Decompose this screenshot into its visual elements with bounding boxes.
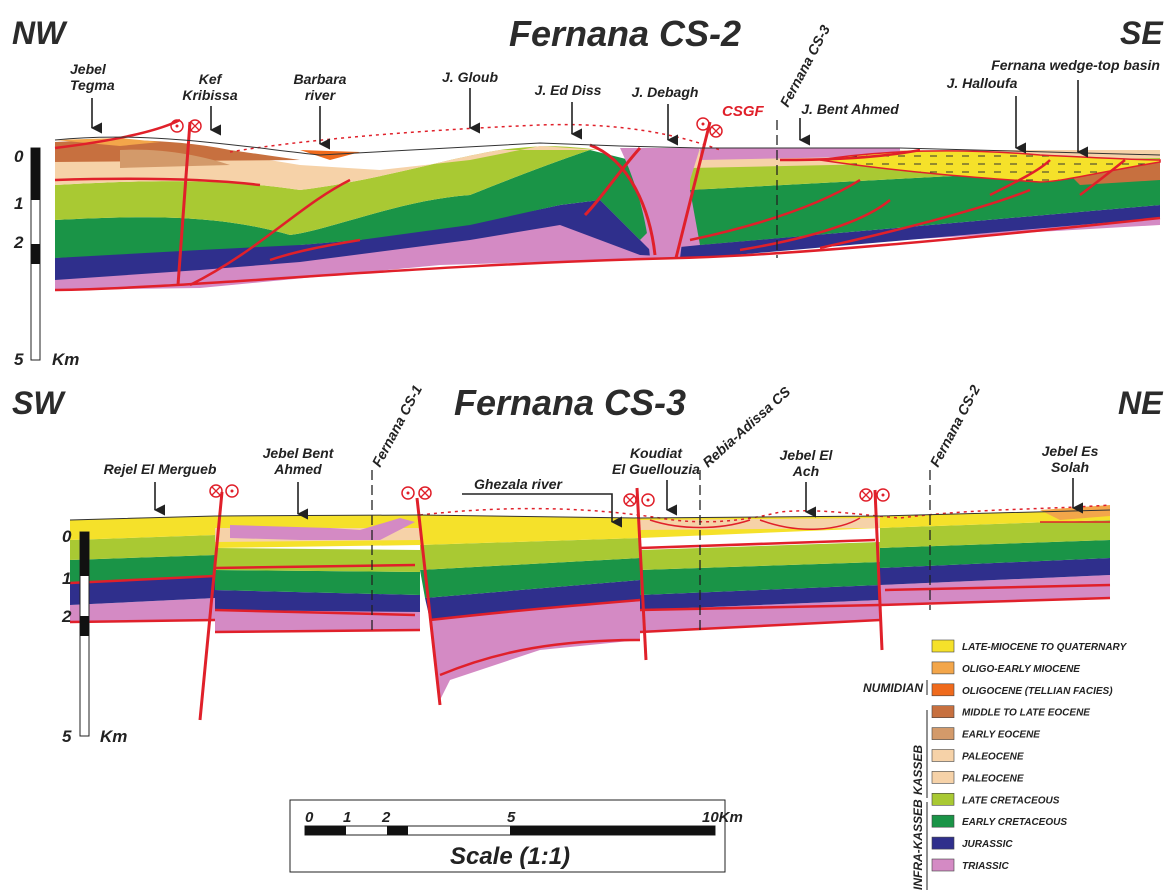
direction-sw: SW	[12, 385, 66, 421]
label-rejel-el-mergueb: Rejel El Mergueb	[104, 461, 217, 477]
cs3-faults	[69, 470, 1111, 721]
legend-label: LATE-MIOCENE TO QUATERNARY	[962, 642, 1128, 653]
cs3-depth-scale: 0 1 2 5 Km	[61, 527, 127, 746]
cs3-jurassic	[70, 576, 215, 605]
legend-label: JURASSIC	[962, 839, 1013, 850]
scale-tick-5: 5	[507, 809, 516, 826]
label-kef-kribissa-2: Kribissa	[182, 87, 237, 103]
cs3-late-cretaceous	[70, 535, 215, 560]
legend-label: OLIGO-EARLY MIOCENE	[962, 664, 1080, 675]
legend-label: LATE CRETACEOUS	[962, 795, 1060, 806]
legend-label: OLIGOCENE (TELLIAN FACIES)	[962, 686, 1113, 697]
label-fernana-cs1: Fernana CS-1	[369, 382, 426, 469]
legend: NUMIDIAN KASSEB INFRA-KASSEB LATE-MIOCEN…	[863, 639, 1128, 890]
legend-swatch	[931, 639, 955, 653]
section-cs2: NW Fernana CS-2 SE	[12, 13, 1164, 369]
cs2-faults	[54, 118, 1161, 292]
legend-group-infra-kasseb: INFRA-KASSEB	[911, 799, 925, 890]
legend-swatch	[931, 836, 955, 850]
scale-caption: Scale (1:1)	[450, 843, 570, 870]
section-title-cs2: Fernana CS-2	[509, 13, 741, 54]
fault-dot-symbol	[170, 119, 184, 133]
direction-se: SE	[1120, 15, 1164, 51]
label-j-debagh: J. Debagh	[632, 84, 699, 100]
legend-swatch	[931, 749, 955, 762]
legend-swatch	[931, 683, 955, 697]
cs2-early-cretaceous-east	[690, 165, 1160, 245]
legend-group-kasseb: KASSEB	[911, 745, 925, 795]
section-title-cs3: Fernana CS-3	[454, 382, 686, 423]
legend-label: EARLY EOCENE	[962, 730, 1040, 741]
depth-label-5: 5	[14, 350, 24, 369]
legend-label: PALEOCENE	[962, 752, 1024, 763]
legend-label: EARLY CRETACEOUS	[962, 817, 1067, 828]
label-jebel-tegma-1: Jebel	[70, 61, 107, 77]
cs2-early-cretaceous	[55, 150, 650, 258]
cs2-fault-motion-symbols	[170, 117, 723, 138]
label-wedge-top-basin: Fernana wedge-top basin	[991, 57, 1160, 73]
direction-ne: NE	[1118, 385, 1164, 421]
cs3-triassic	[70, 598, 215, 622]
legend-swatch	[931, 858, 955, 872]
legend-label: MIDDLE TO LATE EOCENE	[962, 708, 1090, 719]
cs3-fault-motion-symbols	[209, 484, 890, 507]
depth-label-0: 0	[14, 147, 24, 166]
label-ghezala-river: Ghezala river	[474, 476, 563, 492]
direction-nw: NW	[12, 15, 68, 51]
scale-tick-1: 1	[343, 809, 351, 826]
label-jebel-el-ach-2: Ach	[792, 463, 819, 479]
cs2-early-eocene	[120, 149, 230, 168]
legend-swatch	[931, 792, 955, 806]
legend-label: PALEOCENE	[962, 773, 1024, 784]
label-j-ed-diss: J. Ed Diss	[535, 82, 602, 98]
label-barbara-river-2: river	[305, 87, 337, 103]
depth-label-0: 0	[62, 527, 72, 546]
label-jebel-es-solah-1: Jebel Es	[1042, 443, 1099, 459]
depth-unit: Km	[100, 727, 127, 746]
label-barbara-river-1: Barbara	[294, 71, 347, 87]
label-koudiat-2: El Guellouzia	[612, 461, 700, 477]
label-jebel-bent-ahmed-1: Jebel Bent	[263, 445, 335, 461]
label-fernana-cs2: Fernana CS-2	[927, 382, 984, 469]
legend-swatch	[931, 661, 955, 675]
cs2-wedge-top-basin	[819, 150, 1161, 183]
depth-label-2: 2	[61, 607, 72, 626]
label-j-halloufa: J. Halloufa	[947, 75, 1018, 91]
label-kef-kribissa-1: Kef	[199, 71, 223, 87]
legend-group-numidian: NUMIDIAN	[863, 681, 923, 695]
depth-label-2: 2	[13, 233, 24, 252]
horizontal-scale: 0 1 2 5 10Km Scale (1:1)	[289, 799, 743, 873]
label-jebel-bent-ahmed-2: Ahmed	[273, 461, 322, 477]
label-fernana-cs3: Fernana CS-3	[777, 22, 834, 109]
label-jebel-tegma-2: Tegma	[70, 77, 115, 93]
legend-swatch	[931, 705, 955, 719]
scale-tick-10km: 10Km	[702, 809, 743, 826]
label-csgf: CSGF	[722, 103, 765, 120]
legend-swatch	[931, 814, 955, 828]
scale-tick-2: 2	[381, 809, 391, 826]
label-j-bent-ahmed: J. Bent Ahmed	[801, 101, 899, 117]
cs2-depth-scale: 0 1 2 5 Km	[13, 147, 79, 369]
depth-label-5: 5	[62, 727, 72, 746]
label-j-gloub: J. Gloub	[442, 69, 498, 85]
depth-label-1: 1	[62, 569, 71, 588]
legend-swatch	[931, 771, 955, 784]
cs2-jurassic	[55, 200, 1160, 280]
cs3-strata	[70, 505, 1110, 700]
cs2-triassic-diapir	[620, 148, 700, 258]
depth-label-1: 1	[14, 194, 23, 213]
fault-cross-symbol	[188, 119, 202, 133]
cs2-oligo-early-miocene	[55, 138, 160, 146]
cs2-tellian-oligocene	[300, 150, 360, 160]
label-jebel-el-ach-1: Jebel El	[780, 447, 834, 463]
label-jebel-es-solah-2: Solah	[1051, 459, 1089, 475]
cs2-late-cretaceous	[55, 146, 600, 235]
scale-tick-0: 0	[305, 809, 314, 826]
legend-label: TRIASSIC	[962, 861, 1009, 872]
cs3-early-cretaceous	[70, 555, 215, 583]
label-koudiat-1: Koudiat	[630, 445, 683, 461]
depth-unit: Km	[52, 350, 79, 369]
legend-swatch	[931, 727, 955, 740]
